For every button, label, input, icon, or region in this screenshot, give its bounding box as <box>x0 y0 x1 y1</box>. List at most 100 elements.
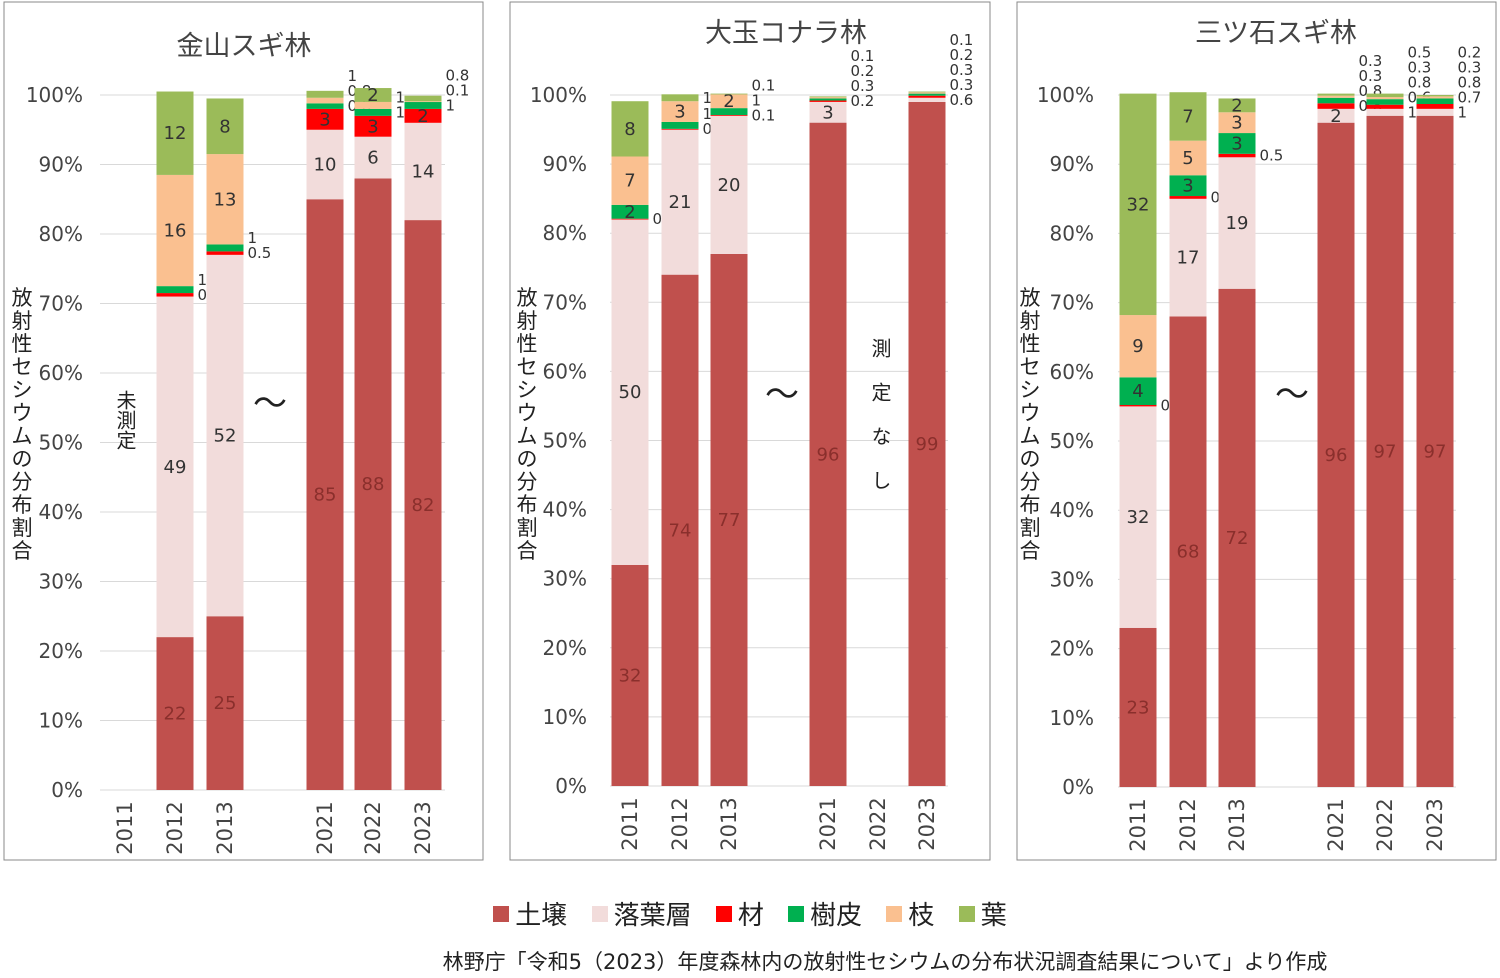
data-label: 88 <box>362 474 385 495</box>
bar-segment-材 <box>1169 196 1207 199</box>
bar-segment-材 <box>206 251 244 255</box>
bar-segment-葉 <box>661 94 699 102</box>
data-label-small: 0.1 <box>446 81 470 99</box>
bar-segment-土壌 <box>611 564 649 786</box>
data-label: 17 <box>1177 248 1200 269</box>
y-tick-label: 0% <box>555 774 587 798</box>
bar-segment-枝 <box>404 101 442 103</box>
y-tick-label: 40% <box>1050 498 1094 522</box>
bar-segment-土壌 <box>661 274 699 786</box>
y-tick-label: 70% <box>39 292 83 316</box>
bar-segment-落葉層 <box>306 129 344 200</box>
y-tick-label: 100% <box>1037 83 1094 107</box>
y-tick-label: 80% <box>543 221 587 245</box>
bar-segment-樹皮 <box>404 101 442 109</box>
data-label: 97 <box>1424 441 1447 462</box>
x-tick-label: 2012 <box>163 801 187 854</box>
data-label: 3 <box>1231 133 1242 154</box>
axis-break-marker: 〜 <box>253 384 287 424</box>
y-axis-label-char: 合 <box>517 539 538 563</box>
bar-segment-葉 <box>1366 93 1404 98</box>
data-label: 2 <box>624 202 635 223</box>
y-axis-label-char: ム <box>517 424 538 448</box>
y-axis-label-char: 分 <box>517 470 538 494</box>
legend-swatch <box>591 905 608 922</box>
source-note: 林野庁「令和5（2023）年度森林内の放射性セシウムの分布状況調査結果について」… <box>442 950 1328 974</box>
bar-segment-枝 <box>1169 140 1207 176</box>
data-label-small: 0.3 <box>950 76 974 94</box>
bar-segment-落葉層 <box>1119 406 1157 628</box>
bar-segment-枝 <box>611 156 649 205</box>
y-axis-label-char: 性 <box>12 332 33 356</box>
bar-segment-樹皮 <box>206 244 244 252</box>
legend-label: 材 <box>737 901 764 931</box>
bar-segment-落葉層 <box>710 115 748 254</box>
x-tick-label: 2013 <box>213 801 237 854</box>
bar-segment-葉 <box>908 91 946 93</box>
y-tick-label: 50% <box>1050 429 1094 453</box>
bar-segment-材 <box>1366 104 1404 109</box>
legend-item-bark: 樹皮 <box>788 895 862 932</box>
data-label: 6 <box>367 148 378 169</box>
y-axis-label-char: 放 <box>12 286 33 310</box>
data-label-small: 0.5 <box>1260 147 1284 165</box>
y-axis-label-char: ウ <box>1020 401 1041 425</box>
data-label: 9 <box>1132 336 1143 357</box>
y-axis-label-char: 分 <box>12 470 33 494</box>
bar-segment-落葉層 <box>354 136 392 179</box>
data-label: 82 <box>412 495 435 516</box>
y-axis-label-char: 射 <box>517 309 538 333</box>
data-label: 2 <box>1231 95 1242 116</box>
y-tick-label: 50% <box>543 429 587 453</box>
bar-segment-材 <box>156 293 194 297</box>
data-label-small: 0.8 <box>446 66 470 84</box>
y-tick-label: 20% <box>39 639 83 663</box>
data-label: 3 <box>319 109 330 130</box>
data-label-small: 0.1 <box>851 47 875 65</box>
data-label: 4 <box>1132 381 1143 402</box>
x-tick-label: 2012 <box>1176 798 1200 851</box>
data-label: 32 <box>619 665 642 686</box>
bar-segment-落葉層 <box>661 129 699 275</box>
data-label-small: 1 <box>703 105 713 123</box>
x-tick-label: 2013 <box>717 797 741 850</box>
data-label: 14 <box>412 161 435 182</box>
bar-segment-材 <box>661 128 699 130</box>
chart-title: 三ツ石スギ林 <box>1195 18 1357 49</box>
bar-segment-枝 <box>1119 315 1157 378</box>
bar-segment-材 <box>809 100 847 102</box>
data-label-small: 0.3 <box>1458 58 1482 76</box>
no-measurement-annotation: 測定なし <box>868 338 892 514</box>
axis-break-marker: 〜 <box>765 375 799 415</box>
legend-swatch <box>788 905 805 922</box>
bar-segment-土壌 <box>306 199 344 790</box>
y-tick-label: 10% <box>39 709 83 733</box>
legend-swatch <box>493 905 510 922</box>
panel-frame <box>1016 1 1497 861</box>
data-label-small: 1 <box>1458 103 1468 121</box>
bar-segment-落葉層 <box>156 296 194 638</box>
y-tick-label: 100% <box>530 83 587 107</box>
x-tick-label: 2013 <box>1225 798 1249 851</box>
bar-segment-樹皮 <box>1366 99 1404 105</box>
y-axis-label-char: ウ <box>517 401 538 425</box>
y-tick-label: 20% <box>1050 637 1094 661</box>
y-axis-label-char: 射 <box>1020 309 1041 333</box>
data-label: 2 <box>1330 106 1341 127</box>
bar-segment-落葉層 <box>1416 108 1454 116</box>
legend-item-branch: 枝 <box>886 895 934 932</box>
y-axis-label-char: 布 <box>517 493 538 517</box>
y-axis-label-char: 射 <box>12 309 33 333</box>
bar-segment-樹皮 <box>611 204 649 219</box>
bar-segment-土壌 <box>1169 316 1207 787</box>
data-label-small: 1 <box>703 89 713 107</box>
x-tick-label: 2021 <box>816 797 840 850</box>
bar-segment-落葉層 <box>809 101 847 123</box>
bar-segment-樹皮 <box>1169 175 1207 197</box>
y-axis-label-char: 分 <box>1020 470 1041 494</box>
data-label: 20 <box>718 175 741 196</box>
bar-segment-落葉層 <box>1169 198 1207 317</box>
data-label: 50 <box>619 382 642 403</box>
data-label: 96 <box>1325 445 1348 466</box>
